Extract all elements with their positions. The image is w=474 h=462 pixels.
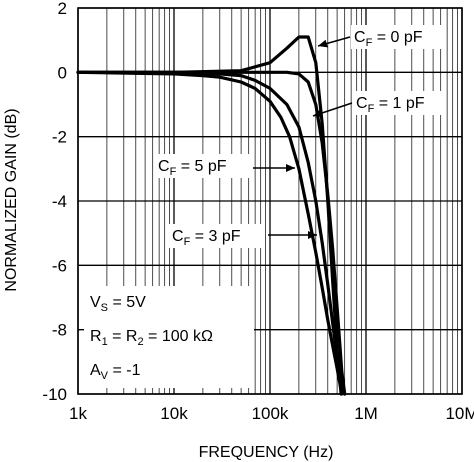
series-label-arrow-1-head <box>313 109 323 117</box>
condition-supply: VS = 5V <box>90 294 146 314</box>
plot-frame <box>77 7 463 395</box>
series-labels: CF = 0 pF CF = 1 pF CF = 3 pF CF = 5 pF <box>155 25 445 248</box>
x-tick-label: 10M <box>445 404 474 423</box>
y-tick-label: -2 <box>52 128 67 147</box>
y-tick-label: -10 <box>42 385 67 404</box>
series-label-bg <box>353 91 445 115</box>
series-layer <box>76 35 347 396</box>
series-line-1 <box>76 70 347 396</box>
conditions-bg <box>84 286 254 388</box>
y-tick-label: -4 <box>52 192 67 211</box>
conditions-annotation: VS = 5V R1 = R2 = 100 kΩ AV = -1 <box>84 286 254 388</box>
y-axis-title: NORMALIZED GAIN (dB) <box>3 108 20 291</box>
series-label-3: CF = 5 pF <box>158 158 227 178</box>
series-label-arrow-2-head <box>308 231 317 239</box>
x-axis-title: FREQUENCY (Hz) <box>199 444 334 461</box>
series-label-1: CF = 1 pF <box>356 95 425 115</box>
x-tick-label: 1k <box>69 404 87 423</box>
series-line-0 <box>76 35 343 396</box>
y-tick-label: -6 <box>52 256 67 275</box>
y-tick-label: 2 <box>58 0 67 18</box>
y-tick-label: 0 <box>58 63 67 82</box>
series-line-3 <box>76 70 344 396</box>
condition-resistors: R1 = R2 = 100 kΩ <box>90 328 213 348</box>
x-tick-label: 100k <box>252 404 289 423</box>
series-label-2: CF = 3 pF <box>172 228 241 248</box>
series-label-0: CF = 0 pF <box>354 29 423 49</box>
x-tick-label: 10k <box>160 404 188 423</box>
series-label-arrow-0-head <box>318 39 328 48</box>
series-line-2 <box>76 70 347 396</box>
series-label-bg <box>169 224 265 248</box>
series-label-bg <box>351 25 443 49</box>
y-tick-label: -8 <box>52 321 67 340</box>
condition-gain: AV = -1 <box>90 362 141 382</box>
x-tick-label: 1M <box>354 404 378 423</box>
series-label-arrow-3-head <box>286 164 295 172</box>
tick-labels: 1k 10k 100k 1M 10M 2 0 -2 -4 -6 -8 -10 <box>42 0 474 423</box>
series-label-bg <box>155 154 251 178</box>
